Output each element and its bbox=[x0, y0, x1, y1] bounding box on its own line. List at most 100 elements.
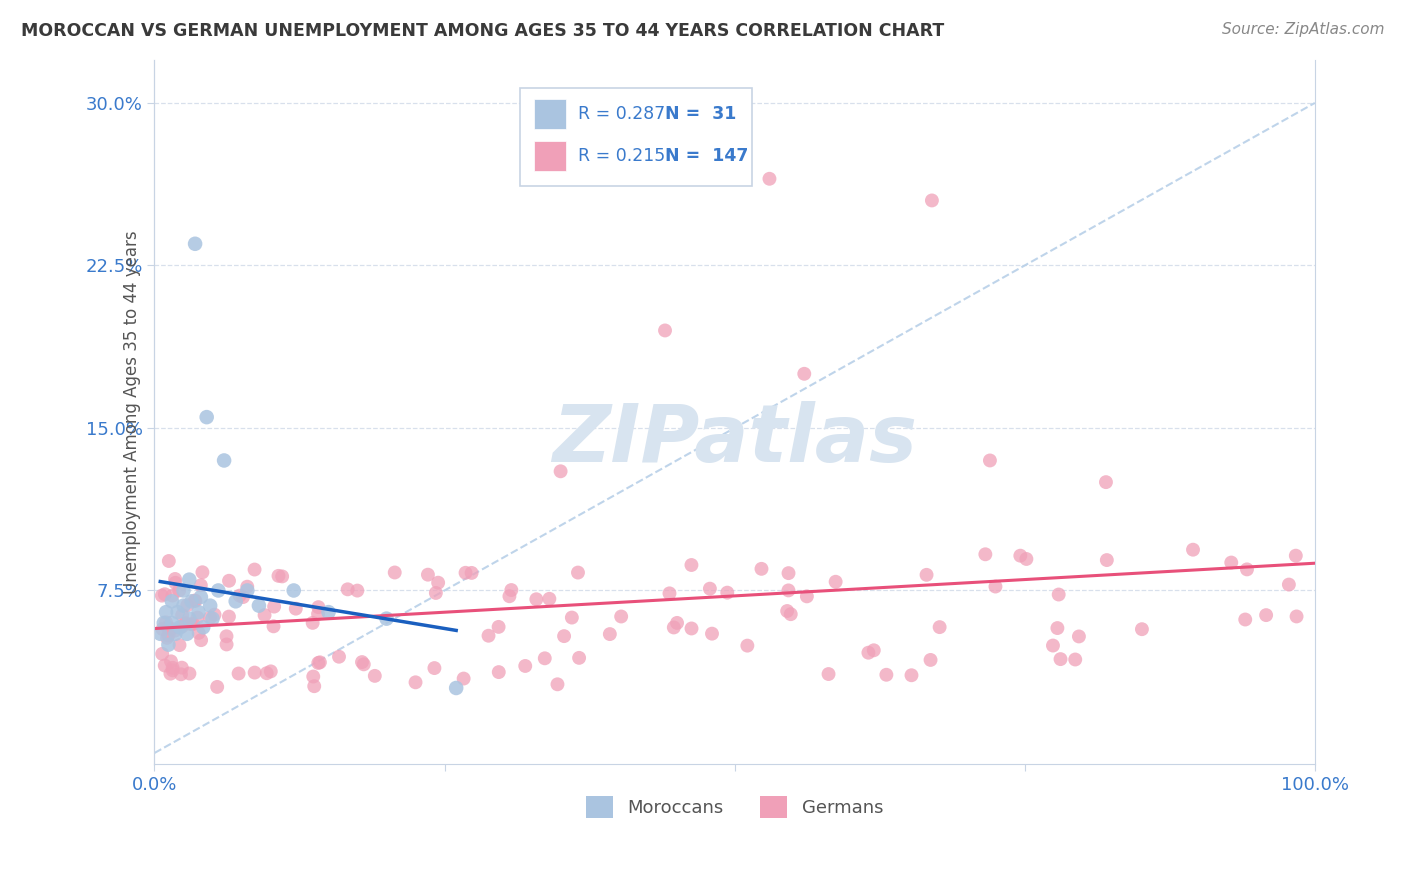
Point bbox=[263, 599, 285, 614]
Point bbox=[153, 587, 176, 601]
Point bbox=[179, 666, 201, 681]
Point bbox=[654, 323, 676, 337]
Point bbox=[160, 654, 183, 668]
Point bbox=[427, 575, 450, 590]
Point bbox=[283, 583, 305, 598]
Point bbox=[488, 620, 510, 634]
Point bbox=[928, 620, 950, 634]
Point bbox=[858, 646, 880, 660]
Point bbox=[190, 590, 212, 604]
Point bbox=[156, 631, 179, 645]
Point bbox=[243, 562, 266, 576]
Point bbox=[501, 582, 523, 597]
Point bbox=[247, 599, 270, 613]
Point bbox=[307, 607, 329, 621]
Point bbox=[152, 615, 174, 630]
Point bbox=[153, 658, 176, 673]
Point bbox=[875, 667, 897, 681]
Point bbox=[699, 582, 721, 596]
Point bbox=[662, 620, 685, 634]
Point bbox=[187, 626, 209, 640]
Point bbox=[207, 583, 229, 598]
Point bbox=[900, 668, 922, 682]
Text: N =  31: N = 31 bbox=[665, 105, 737, 123]
Point bbox=[228, 666, 250, 681]
Point bbox=[1278, 577, 1301, 591]
Point bbox=[263, 619, 285, 633]
Point bbox=[1095, 475, 1118, 490]
Point bbox=[454, 566, 477, 580]
Point bbox=[553, 629, 575, 643]
Point bbox=[187, 610, 209, 624]
Point bbox=[232, 590, 254, 604]
Point bbox=[150, 647, 173, 661]
Point bbox=[256, 666, 278, 681]
Point bbox=[658, 586, 681, 600]
Y-axis label: Unemployment Among Ages 35 to 44 years: Unemployment Among Ages 35 to 44 years bbox=[122, 230, 141, 593]
Point bbox=[524, 592, 547, 607]
Point bbox=[191, 566, 214, 580]
Point bbox=[184, 236, 207, 251]
Point bbox=[778, 583, 800, 598]
Point bbox=[1067, 630, 1090, 644]
Text: MOROCCAN VS GERMAN UNEMPLOYMENT AMONG AGES 35 TO 44 YEARS CORRELATION CHART: MOROCCAN VS GERMAN UNEMPLOYMENT AMONG AG… bbox=[21, 22, 945, 40]
Point bbox=[681, 622, 703, 636]
Point bbox=[176, 627, 198, 641]
Point bbox=[236, 583, 259, 598]
Point bbox=[173, 583, 195, 598]
Point bbox=[1095, 553, 1118, 567]
Point bbox=[198, 599, 221, 613]
Point bbox=[921, 194, 943, 208]
Point bbox=[212, 453, 235, 467]
Point bbox=[561, 610, 583, 624]
Legend: Moroccans, Germans: Moroccans, Germans bbox=[579, 789, 890, 825]
Bar bbox=[534, 99, 567, 128]
Point bbox=[423, 661, 446, 675]
Point bbox=[328, 649, 350, 664]
Point bbox=[301, 615, 323, 630]
Point bbox=[180, 617, 202, 632]
Point bbox=[793, 367, 815, 381]
Point bbox=[193, 620, 215, 634]
Point bbox=[170, 660, 193, 674]
Point bbox=[180, 594, 202, 608]
Point bbox=[157, 554, 180, 568]
Point bbox=[172, 619, 194, 633]
Point bbox=[778, 566, 800, 581]
Point bbox=[309, 656, 332, 670]
Point bbox=[700, 626, 723, 640]
Point bbox=[218, 574, 240, 588]
Point bbox=[218, 609, 240, 624]
Point bbox=[979, 453, 1001, 467]
Point bbox=[1285, 549, 1308, 563]
Point bbox=[758, 171, 780, 186]
Point bbox=[681, 558, 703, 572]
Point bbox=[796, 590, 818, 604]
Point bbox=[538, 591, 561, 606]
Point bbox=[172, 608, 194, 623]
Point bbox=[162, 661, 184, 675]
Text: R = 0.287: R = 0.287 bbox=[578, 105, 665, 123]
Point bbox=[162, 589, 184, 603]
Point bbox=[162, 664, 184, 678]
Point bbox=[160, 594, 183, 608]
Point bbox=[1256, 608, 1278, 623]
Point bbox=[204, 607, 226, 622]
Point bbox=[155, 605, 177, 619]
Point bbox=[416, 567, 439, 582]
Point bbox=[170, 667, 193, 681]
Point bbox=[150, 589, 173, 603]
Point bbox=[307, 600, 329, 615]
Point bbox=[488, 665, 510, 679]
Point bbox=[453, 672, 475, 686]
Point bbox=[271, 569, 294, 583]
Point bbox=[173, 599, 195, 613]
Point bbox=[460, 566, 482, 580]
Point bbox=[167, 583, 190, 598]
Point bbox=[1049, 652, 1071, 666]
Point bbox=[353, 657, 375, 672]
Point bbox=[174, 616, 197, 631]
Point bbox=[157, 628, 180, 642]
Point bbox=[477, 629, 499, 643]
Point bbox=[215, 637, 238, 651]
